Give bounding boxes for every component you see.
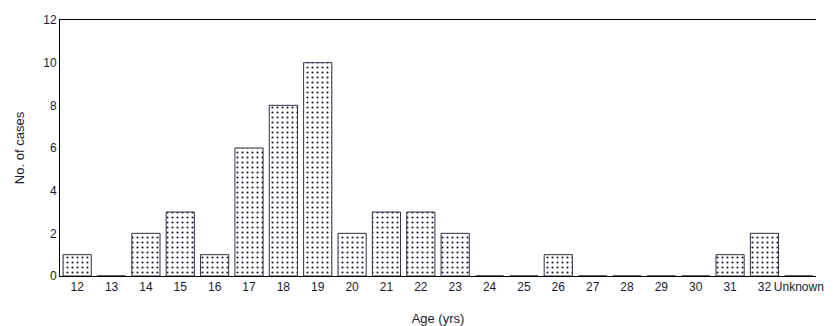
svg-text:25: 25 [517, 280, 531, 294]
svg-text:18: 18 [277, 280, 291, 294]
svg-text:15: 15 [174, 280, 188, 294]
svg-text:19: 19 [311, 280, 325, 294]
svg-text:14: 14 [139, 280, 153, 294]
svg-text:29: 29 [655, 280, 669, 294]
svg-text:21: 21 [380, 280, 394, 294]
svg-text:27: 27 [586, 280, 600, 294]
svg-text:6: 6 [50, 141, 57, 155]
svg-text:22: 22 [414, 280, 428, 294]
svg-text:10: 10 [43, 56, 57, 70]
svg-text:4: 4 [50, 184, 57, 198]
svg-text:13: 13 [105, 280, 119, 294]
svg-text:17: 17 [242, 280, 256, 294]
svg-text:12: 12 [71, 280, 85, 294]
svg-text:20: 20 [345, 280, 359, 294]
svg-text:31: 31 [723, 280, 737, 294]
svg-text:16: 16 [208, 280, 222, 294]
svg-text:0: 0 [50, 269, 57, 283]
svg-text:30: 30 [689, 280, 703, 294]
svg-text:12: 12 [43, 13, 57, 27]
svg-text:No. of cases: No. of cases [12, 111, 27, 184]
svg-text:Age (yrs): Age (yrs) [412, 311, 465, 326]
svg-text:Unknown: Unknown [774, 280, 824, 294]
svg-text:24: 24 [483, 280, 497, 294]
svg-text:2: 2 [50, 227, 57, 241]
svg-text:26: 26 [552, 280, 566, 294]
svg-text:32: 32 [758, 280, 772, 294]
svg-text:23: 23 [449, 280, 463, 294]
svg-text:28: 28 [620, 280, 634, 294]
svg-text:8: 8 [50, 99, 57, 113]
